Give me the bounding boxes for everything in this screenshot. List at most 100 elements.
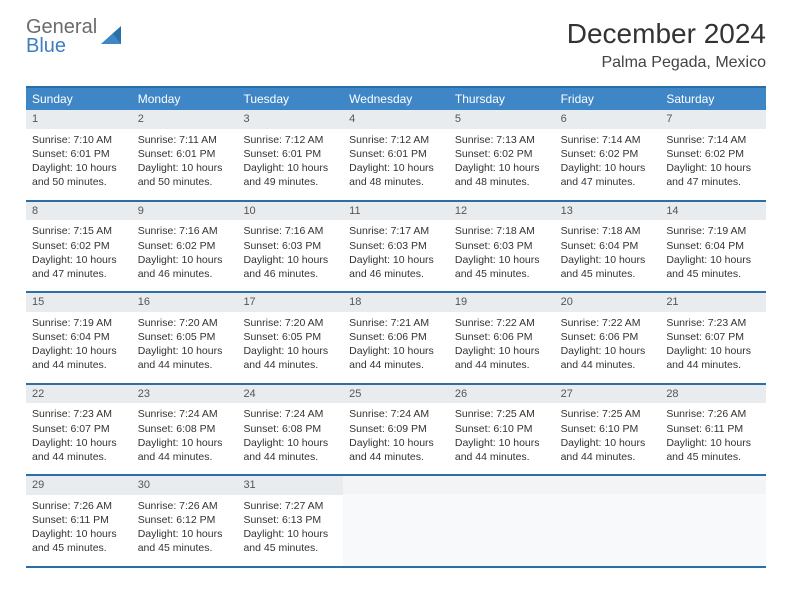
day-number: 24: [237, 385, 343, 404]
sunrise-text: Sunrise: 7:23 AM: [32, 407, 126, 421]
day-number: 10: [237, 202, 343, 221]
sunset-text: Sunset: 6:10 PM: [561, 422, 655, 436]
day-number: 16: [132, 293, 238, 312]
sunset-text: Sunset: 6:02 PM: [455, 147, 549, 161]
cell-body: Sunrise: 7:14 AMSunset: 6:02 PMDaylight:…: [660, 129, 766, 200]
cell-body: Sunrise: 7:25 AMSunset: 6:10 PMDaylight:…: [449, 403, 555, 474]
sunrise-text: Sunrise: 7:16 AM: [243, 224, 337, 238]
day-number: [343, 476, 449, 494]
daylight-text: Daylight: 10 hours and 44 minutes.: [243, 436, 337, 464]
calendar-cell: 27Sunrise: 7:25 AMSunset: 6:10 PMDayligh…: [555, 385, 661, 475]
sunrise-text: Sunrise: 7:18 AM: [455, 224, 549, 238]
day-number: 12: [449, 202, 555, 221]
cell-body: Sunrise: 7:12 AMSunset: 6:01 PMDaylight:…: [343, 129, 449, 200]
sunrise-text: Sunrise: 7:11 AM: [138, 133, 232, 147]
calendar-cell: 5Sunrise: 7:13 AMSunset: 6:02 PMDaylight…: [449, 110, 555, 200]
daylight-text: Daylight: 10 hours and 48 minutes.: [349, 161, 443, 189]
daylight-text: Daylight: 10 hours and 47 minutes.: [561, 161, 655, 189]
sunset-text: Sunset: 6:05 PM: [243, 330, 337, 344]
cell-body: Sunrise: 7:17 AMSunset: 6:03 PMDaylight:…: [343, 220, 449, 291]
sunset-text: Sunset: 6:07 PM: [32, 422, 126, 436]
sunset-text: Sunset: 6:04 PM: [666, 239, 760, 253]
day-number: 21: [660, 293, 766, 312]
week-row: 22Sunrise: 7:23 AMSunset: 6:07 PMDayligh…: [26, 385, 766, 477]
sunset-text: Sunset: 6:11 PM: [32, 513, 126, 527]
daylight-text: Daylight: 10 hours and 44 minutes.: [561, 344, 655, 372]
logo-text: General Blue: [26, 18, 97, 56]
sunset-text: Sunset: 6:01 PM: [138, 147, 232, 161]
day-header: Monday: [132, 88, 238, 110]
daylight-text: Daylight: 10 hours and 46 minutes.: [138, 253, 232, 281]
calendar-cell: 16Sunrise: 7:20 AMSunset: 6:05 PMDayligh…: [132, 293, 238, 383]
day-number: 6: [555, 110, 661, 129]
cell-body: Sunrise: 7:26 AMSunset: 6:11 PMDaylight:…: [660, 403, 766, 474]
cell-body: Sunrise: 7:19 AMSunset: 6:04 PMDaylight:…: [26, 312, 132, 383]
cell-body: Sunrise: 7:22 AMSunset: 6:06 PMDaylight:…: [449, 312, 555, 383]
cell-body: Sunrise: 7:19 AMSunset: 6:04 PMDaylight:…: [660, 220, 766, 291]
day-header: Friday: [555, 88, 661, 110]
sunset-text: Sunset: 6:10 PM: [455, 422, 549, 436]
day-number: 5: [449, 110, 555, 129]
day-number: 11: [343, 202, 449, 221]
cell-body: Sunrise: 7:16 AMSunset: 6:02 PMDaylight:…: [132, 220, 238, 291]
sunrise-text: Sunrise: 7:10 AM: [32, 133, 126, 147]
calendar-cell: [555, 476, 661, 566]
sunrise-text: Sunrise: 7:18 AM: [561, 224, 655, 238]
cell-body: Sunrise: 7:12 AMSunset: 6:01 PMDaylight:…: [237, 129, 343, 200]
day-header: Saturday: [660, 88, 766, 110]
sunset-text: Sunset: 6:01 PM: [32, 147, 126, 161]
cell-body: Sunrise: 7:27 AMSunset: 6:13 PMDaylight:…: [237, 495, 343, 566]
calendar-cell: 28Sunrise: 7:26 AMSunset: 6:11 PMDayligh…: [660, 385, 766, 475]
calendar-cell: 29 Sunrise: 7:26 AMSunset: 6:11 PMDayligh…: [26, 476, 132, 566]
calendar-cell: 10Sunrise: 7:16 AMSunset: 6:03 PMDayligh…: [237, 202, 343, 292]
daylight-text: Daylight: 10 hours and 46 minutes.: [243, 253, 337, 281]
sunset-text: Sunset: 6:08 PM: [138, 422, 232, 436]
day-number: 23: [132, 385, 238, 404]
sunset-text: Sunset: 6:09 PM: [349, 422, 443, 436]
calendar-cell: 25Sunrise: 7:24 AMSunset: 6:09 PMDayligh…: [343, 385, 449, 475]
sunrise-text: Sunrise: 7:26 AM: [32, 499, 126, 513]
cell-body: Sunrise: 7:25 AMSunset: 6:10 PMDaylight:…: [555, 403, 661, 474]
day-header: Thursday: [449, 88, 555, 110]
day-number: 29: [26, 476, 132, 495]
day-number: 30: [132, 476, 238, 495]
sunrise-text: Sunrise: 7:19 AM: [32, 316, 126, 330]
sunset-text: Sunset: 6:04 PM: [32, 330, 126, 344]
calendar-cell: 31Sunrise: 7:27 AMSunset: 6:13 PMDayligh…: [237, 476, 343, 566]
daylight-text: Daylight: 10 hours and 44 minutes.: [243, 344, 337, 372]
daylight-text: Daylight: 10 hours and 44 minutes.: [349, 436, 443, 464]
day-number: 15: [26, 293, 132, 312]
daylight-text: Daylight: 10 hours and 45 minutes.: [138, 527, 232, 555]
daylight-text: Daylight: 10 hours and 44 minutes.: [138, 436, 232, 464]
cell-body: Sunrise: 7:13 AMSunset: 6:02 PMDaylight:…: [449, 129, 555, 200]
calendar-cell: 19Sunrise: 7:22 AMSunset: 6:06 PMDayligh…: [449, 293, 555, 383]
sunset-text: Sunset: 6:07 PM: [666, 330, 760, 344]
calendar-cell: 6Sunrise: 7:14 AMSunset: 6:02 PMDaylight…: [555, 110, 661, 200]
cell-body: Sunrise: 7:20 AMSunset: 6:05 PMDaylight:…: [132, 312, 238, 383]
sunrise-text: Sunrise: 7:24 AM: [349, 407, 443, 421]
day-number: 17: [237, 293, 343, 312]
cell-body: Sunrise: 7:15 AMSunset: 6:02 PMDaylight:…: [26, 220, 132, 291]
day-header: Wednesday: [343, 88, 449, 110]
day-number: [449, 476, 555, 494]
sunset-text: Sunset: 6:06 PM: [561, 330, 655, 344]
day-number: 2: [132, 110, 238, 129]
sunrise-text: Sunrise: 7:12 AM: [243, 133, 337, 147]
daylight-text: Daylight: 10 hours and 44 minutes.: [666, 344, 760, 372]
sunrise-text: Sunrise: 7:13 AM: [455, 133, 549, 147]
cell-body: Sunrise: 7:23 AMSunset: 6:07 PMDaylight:…: [26, 403, 132, 474]
calendar-cell: 2Sunrise: 7:11 AMSunset: 6:01 PMDaylight…: [132, 110, 238, 200]
calendar-cell: 24Sunrise: 7:24 AMSunset: 6:08 PMDayligh…: [237, 385, 343, 475]
day-number: 9: [132, 202, 238, 221]
daylight-text: Daylight: 10 hours and 45 minutes.: [32, 527, 126, 555]
day-header: Tuesday: [237, 88, 343, 110]
day-header-row: Sunday Monday Tuesday Wednesday Thursday…: [26, 88, 766, 110]
daylight-text: Daylight: 10 hours and 44 minutes.: [138, 344, 232, 372]
sunrise-text: Sunrise: 7:21 AM: [349, 316, 443, 330]
calendar-cell: 20Sunrise: 7:22 AMSunset: 6:06 PMDayligh…: [555, 293, 661, 383]
sunset-text: Sunset: 6:01 PM: [243, 147, 337, 161]
day-number: [555, 476, 661, 494]
sunset-text: Sunset: 6:06 PM: [349, 330, 443, 344]
daylight-text: Daylight: 10 hours and 44 minutes.: [455, 344, 549, 372]
week-row: 1Sunrise: 7:10 AMSunset: 6:01 PMDaylight…: [26, 110, 766, 202]
